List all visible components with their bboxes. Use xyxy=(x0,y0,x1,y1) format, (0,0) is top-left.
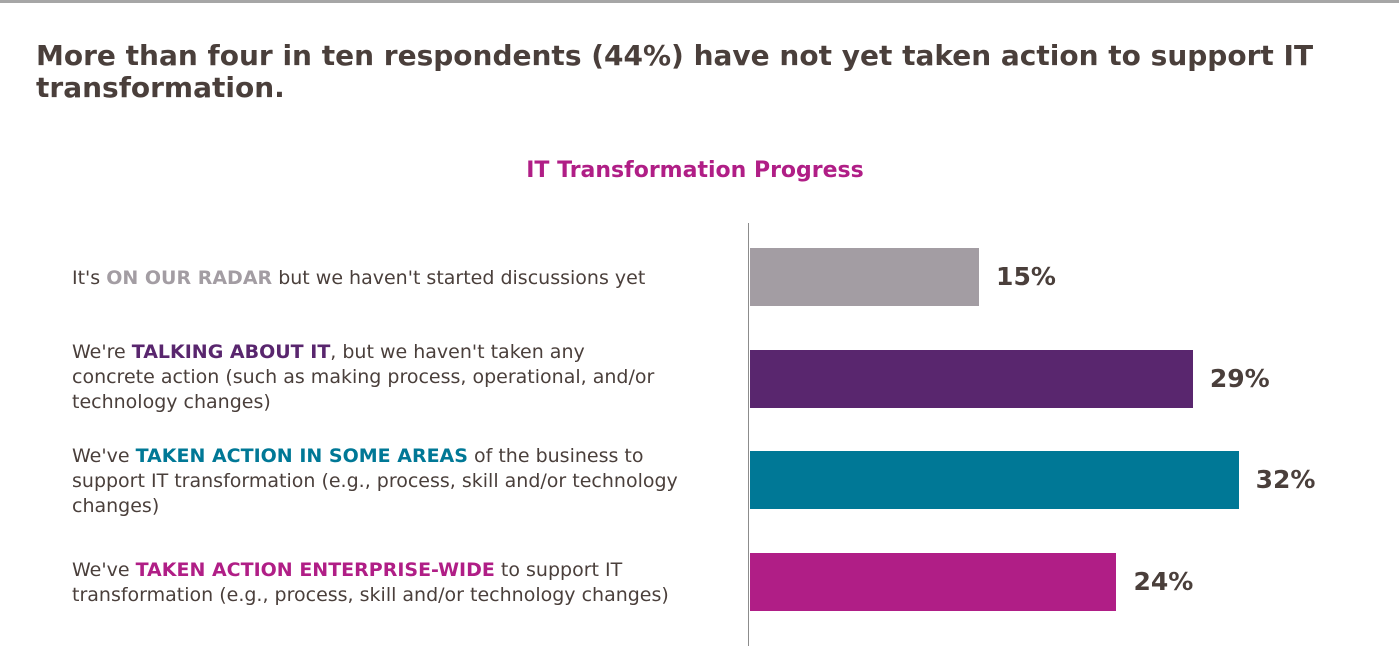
page-headline: More than four in ten respondents (44%) … xyxy=(36,39,1314,104)
category-label-some-areas: We've TAKEN ACTION IN SOME AREAS of the … xyxy=(72,444,722,519)
category-axis-line xyxy=(748,223,749,646)
label-prefix: We're xyxy=(72,341,132,363)
category-label-enterprise-wide: We've TAKEN ACTION ENTERPRISE-WIDE to su… xyxy=(72,558,742,608)
value-label-enterprise-wide: 24% xyxy=(1133,567,1194,596)
label-highlight: TALKING ABOUT IT xyxy=(131,341,331,363)
label-suffix: but we haven't started discussions yet xyxy=(272,267,646,289)
bar-talking-about-it xyxy=(750,350,1193,408)
label-highlight: TAKEN ACTION ENTERPRISE-WIDE xyxy=(135,559,495,581)
value-label-on-our-radar: 15% xyxy=(996,262,1056,291)
bar-enterprise-wide xyxy=(750,553,1117,611)
category-label-on-our-radar: It's ON OUR RADAR but we haven't started… xyxy=(72,266,732,291)
bar-on-our-radar xyxy=(750,248,980,306)
label-prefix: It's xyxy=(72,267,107,289)
label-suffix: , but we haven't taken any concrete acti… xyxy=(72,341,655,413)
bar-some-areas xyxy=(750,451,1239,509)
chart-title: IT Transformation Progress xyxy=(526,158,864,183)
label-highlight: ON OUR RADAR xyxy=(106,267,273,289)
value-label-talking-about-it: 29% xyxy=(1209,364,1270,393)
label-suffix: of the business to support IT transforma… xyxy=(72,445,678,517)
category-label-talking-about-it: We're TALKING ABOUT IT, but we haven't t… xyxy=(72,340,672,415)
label-prefix: We've xyxy=(72,559,136,581)
label-highlight: TAKEN ACTION IN SOME AREAS xyxy=(135,445,468,467)
label-suffix: to support IT transformation (e.g., proc… xyxy=(72,559,669,606)
value-label-some-areas: 32% xyxy=(1255,465,1316,494)
label-prefix: We've xyxy=(72,445,136,467)
top-divider xyxy=(0,0,1399,3)
